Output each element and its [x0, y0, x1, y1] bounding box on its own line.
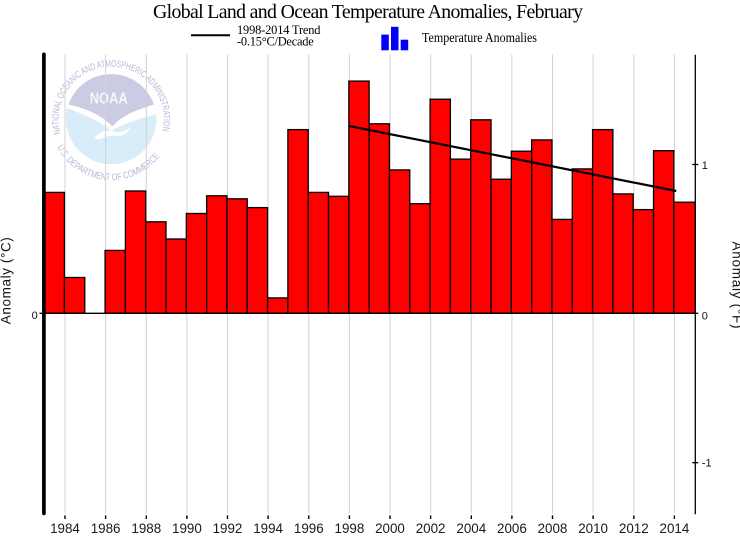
- svg-text:2004: 2004: [456, 521, 486, 536]
- svg-text:Temperature Anomalies: Temperature Anomalies: [422, 30, 537, 45]
- svg-text:2000: 2000: [375, 521, 405, 536]
- svg-text:-1: -1: [702, 457, 712, 469]
- svg-text:1998: 1998: [335, 521, 365, 536]
- svg-text:1996: 1996: [294, 521, 324, 536]
- svg-text:1988: 1988: [131, 521, 161, 536]
- svg-text:1990: 1990: [172, 521, 202, 536]
- svg-text:2006: 2006: [497, 521, 527, 536]
- svg-text:1994: 1994: [253, 521, 283, 536]
- svg-text:1: 1: [702, 160, 708, 172]
- svg-text:0: 0: [32, 310, 38, 322]
- svg-text:2010: 2010: [578, 521, 608, 536]
- svg-text:2008: 2008: [538, 521, 568, 536]
- svg-text:1986: 1986: [91, 521, 121, 536]
- svg-text:Anomaly (°F): Anomaly (°F): [729, 242, 740, 329]
- svg-text:1992: 1992: [213, 521, 243, 536]
- svg-text:0: 0: [702, 310, 708, 322]
- svg-text:-0.15°C/Decade: -0.15°C/Decade: [237, 35, 314, 49]
- svg-text:NOAA: NOAA: [90, 90, 128, 107]
- svg-text:2012: 2012: [619, 521, 649, 536]
- svg-text:2002: 2002: [416, 521, 446, 536]
- svg-text:2014: 2014: [660, 521, 690, 536]
- svg-text:1998-2014 Trend: 1998-2014 Trend: [237, 23, 321, 37]
- svg-text:Global Land and Ocean Temperat: Global Land and Ocean Temperature Anomal…: [153, 1, 583, 23]
- svg-text:Anomaly (°C): Anomaly (°C): [0, 237, 13, 324]
- svg-text:1984: 1984: [50, 521, 80, 536]
